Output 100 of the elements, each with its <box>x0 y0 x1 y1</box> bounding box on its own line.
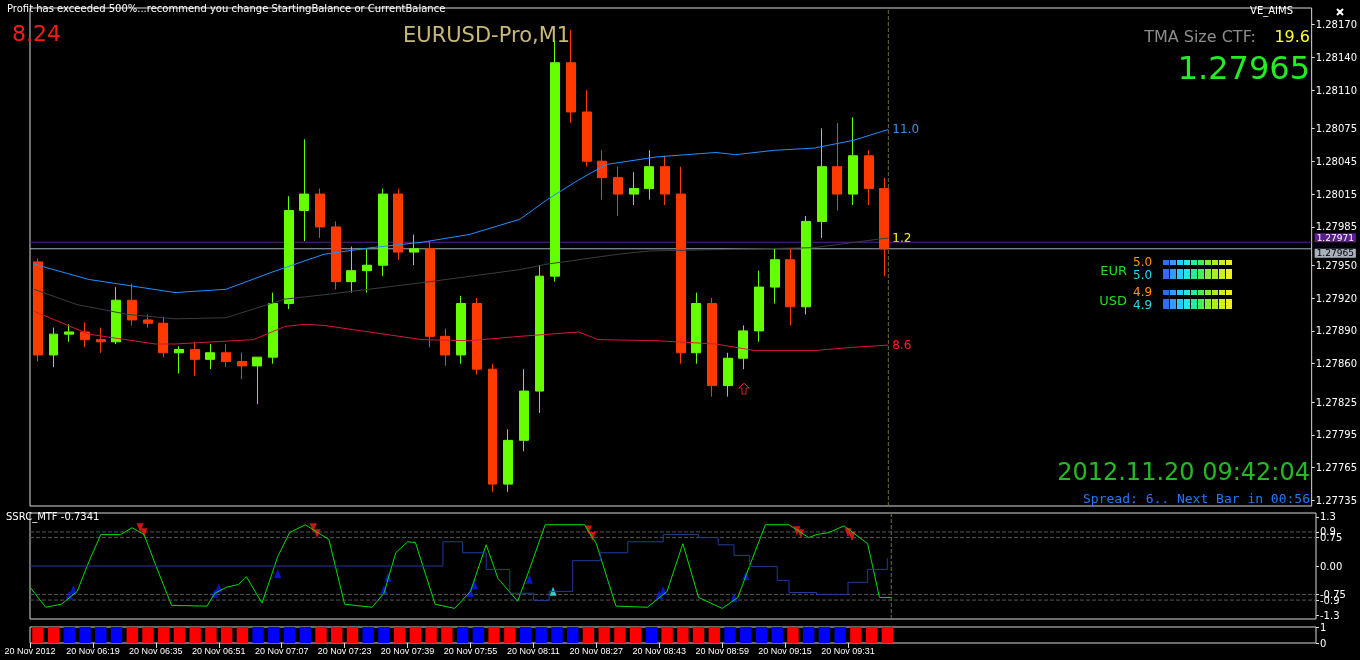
y-tick-label: 1.27735 <box>1315 495 1358 507</box>
candlestick <box>33 258 43 363</box>
candlestick <box>738 324 748 370</box>
candlestick <box>456 295 466 365</box>
candlestick <box>221 343 231 368</box>
candlestick <box>785 248 795 326</box>
line-series <box>33 128 889 294</box>
annotation: 1.2 <box>892 230 912 245</box>
candlestick <box>754 270 764 343</box>
annotation: 5.0 <box>1133 255 1153 269</box>
y-tick-label: -1.3 <box>1320 609 1340 621</box>
ref-line-label: 1.27965 <box>1316 248 1354 259</box>
candlestick <box>237 352 247 380</box>
y-tick-label: 1.28110 <box>1315 84 1358 96</box>
ref-line-label: 1.27971 <box>1316 232 1354 243</box>
x-tick-label: 20 Nov 07:39 <box>380 645 435 656</box>
candlestick <box>832 122 842 211</box>
candlestick <box>111 286 121 345</box>
annotation: 19.6 <box>1274 26 1310 46</box>
candlestick <box>96 327 106 354</box>
annotation: 5.0 <box>1133 268 1153 282</box>
y-tick-label: 1.27920 <box>1315 292 1358 304</box>
y-tick-label: 1.27825 <box>1315 396 1358 408</box>
x-tick-label: 20 Nov 08:27 <box>569 645 624 656</box>
annotation: 11.0 <box>892 122 920 137</box>
candlestick <box>425 240 435 348</box>
annotation: 4.9 <box>1133 285 1153 299</box>
chart-title: SSRC_MTF -0.7341 <box>6 510 100 523</box>
candlestick <box>770 248 780 305</box>
y-tick-label: 1.28075 <box>1315 122 1358 134</box>
candlestick <box>378 188 388 277</box>
candlestick <box>315 188 325 239</box>
point <box>140 528 148 538</box>
x-tick-label: 20 Nov 06:51 <box>192 645 246 656</box>
x-tick-label: 20 Nov 09:31 <box>821 645 875 656</box>
candlestick <box>801 215 811 315</box>
candlestick <box>284 195 294 310</box>
candlestick <box>503 428 513 493</box>
y-tick-label: 1.27795 <box>1315 429 1358 441</box>
point <box>136 523 144 533</box>
x-tick-label: 20 Nov 08:43 <box>632 645 687 656</box>
y-tick-label: 1.28140 <box>1315 51 1358 63</box>
x-tick-label: 20 Nov 08:59 <box>695 645 749 656</box>
candlestick <box>676 166 686 365</box>
y-tick-label: 0.75 <box>1320 532 1343 544</box>
annotation: 8.24 <box>12 20 61 46</box>
x-tick-label: 20 Nov 09:15 <box>758 645 812 656</box>
y-tick-label: 1.27890 <box>1315 325 1358 337</box>
candlestick <box>864 149 874 206</box>
annotation: 2012.11.20 09:42:04 <box>1057 458 1310 486</box>
candlestick <box>299 138 309 242</box>
line-series <box>33 310 889 352</box>
text: EURUSD-Pro,M1 <box>403 22 571 47</box>
candlestick <box>629 171 639 206</box>
candlestick <box>268 292 278 365</box>
candlestick <box>723 352 733 398</box>
candlestick <box>331 220 341 290</box>
candlestick <box>817 127 827 239</box>
candlestick <box>691 292 701 365</box>
y-tick-label: 0.00 <box>1320 560 1343 572</box>
candlestick <box>205 343 215 370</box>
candlestick <box>64 323 74 343</box>
candlestick <box>707 297 717 398</box>
y-tick-label: 1.27985 <box>1315 221 1358 233</box>
point <box>309 523 317 533</box>
annotation: Spread: 6.. Next Bar in 00:56 <box>1083 491 1310 506</box>
annotation: TMA Size CTF: <box>1143 26 1256 46</box>
y-tick-label: 0 <box>1320 637 1327 649</box>
candlestick <box>127 283 137 326</box>
annotation: 8.6 <box>892 338 912 353</box>
point <box>69 584 77 594</box>
y-tick-label: 1.28170 <box>1315 18 1358 30</box>
candlestick <box>613 166 623 217</box>
candlestick <box>644 149 654 201</box>
x-tick-label: 20 Nov 06:19 <box>66 645 120 656</box>
candlestick <box>80 321 90 348</box>
candlestick <box>582 89 592 168</box>
candlestick <box>597 149 607 201</box>
candlestick <box>660 155 670 206</box>
point <box>525 574 533 584</box>
annotation: 4.9 <box>1133 298 1153 312</box>
candlestick <box>848 116 858 206</box>
annotation: Profit has exceeded 500%...recommend you change StartingBalance or CurrentBalance <box>7 2 446 14</box>
candlestick <box>488 363 497 493</box>
candlestick <box>362 248 372 294</box>
candlestick <box>519 368 529 452</box>
y-tick-label: 1.27860 <box>1315 358 1358 370</box>
candlestick <box>393 188 403 261</box>
line-series <box>33 237 889 320</box>
x-tick-label: 20 Nov 08:11 <box>506 645 560 656</box>
candlestick <box>49 327 58 368</box>
annotation: 1.27965 <box>1177 49 1310 87</box>
x-tick-label: 20 Nov 07:07 <box>254 645 309 656</box>
candlestick <box>252 356 262 405</box>
candlestick <box>346 246 356 294</box>
y-tick-label: 1.28045 <box>1315 155 1358 167</box>
annotation: USD <box>1099 293 1127 308</box>
y-tick-label: 1.28015 <box>1315 188 1358 200</box>
point <box>274 569 282 579</box>
x-tick-label: 20 Nov 06:35 <box>129 645 183 656</box>
